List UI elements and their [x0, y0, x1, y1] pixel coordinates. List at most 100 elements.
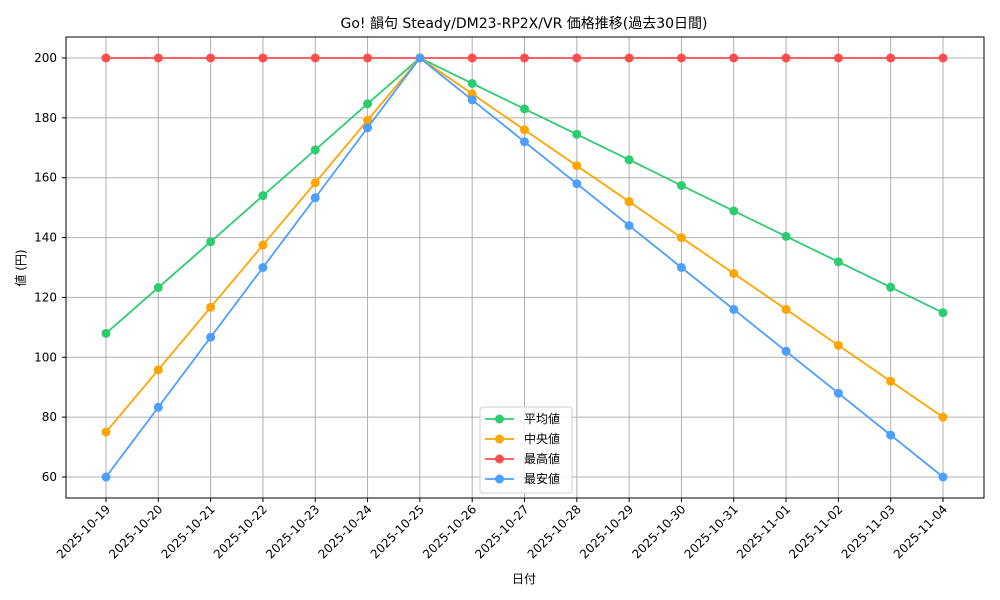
- x-tick-label: 2025-10-29: [577, 502, 636, 561]
- data-point: [886, 376, 896, 386]
- data-point: [101, 427, 111, 437]
- legend-item: 最安値: [485, 471, 560, 486]
- chart-title: Go! 韻句 Steady/DM23-RP2X/VR 価格推移(過去30日間): [341, 16, 708, 32]
- data-point: [624, 197, 634, 207]
- data-point: [938, 472, 948, 482]
- data-point: [572, 161, 582, 171]
- data-point: [886, 430, 896, 440]
- legend-label: 平均値: [524, 411, 560, 426]
- data-point: [938, 412, 948, 422]
- y-tick-label: 160: [34, 171, 57, 185]
- series-line: [101, 53, 948, 338]
- data-point: [886, 53, 896, 63]
- data-point: [833, 388, 843, 398]
- data-point: [310, 53, 320, 63]
- data-point: [520, 125, 529, 135]
- y-tick-label: 60: [42, 470, 57, 484]
- legend-label: 最安値: [524, 471, 560, 486]
- data-point: [729, 53, 739, 63]
- x-tick-label: 2025-11-02: [786, 502, 845, 561]
- y-tick-label: 180: [34, 111, 57, 125]
- data-point: [833, 340, 843, 350]
- x-tick-label: 2025-10-24: [315, 502, 374, 561]
- data-point: [310, 178, 320, 188]
- data-point: [729, 206, 739, 216]
- data-point: [572, 129, 582, 139]
- legend-item: 中央値: [485, 431, 560, 446]
- y-tick-label: 100: [34, 350, 57, 364]
- series-lines: [101, 53, 948, 482]
- data-point: [938, 308, 948, 318]
- x-tick-label: 2025-10-31: [682, 502, 741, 561]
- data-point: [153, 283, 163, 293]
- data-point: [676, 233, 686, 243]
- data-point: [520, 137, 529, 147]
- data-point: [258, 240, 268, 250]
- data-point: [310, 193, 320, 203]
- data-point: [676, 263, 686, 272]
- y-tick-label: 80: [42, 410, 57, 424]
- data-point: [467, 53, 477, 63]
- x-tick-label: 2025-10-20: [106, 502, 165, 561]
- x-tick-label: 2025-10-28: [525, 502, 584, 561]
- data-point: [833, 53, 843, 63]
- legend-item: 平均値: [485, 411, 560, 426]
- data-point: [520, 53, 529, 63]
- data-point: [938, 53, 948, 63]
- x-tick-label: 2025-10-25: [368, 502, 427, 561]
- series-line: [101, 53, 948, 482]
- x-tick-label: 2025-10-19: [54, 502, 113, 561]
- x-tick-label: 2025-10-22: [211, 502, 270, 561]
- data-point: [206, 302, 216, 312]
- data-point: [781, 346, 791, 356]
- data-point: [206, 237, 216, 247]
- data-point: [781, 304, 791, 314]
- legend-item: 最高値: [485, 451, 560, 466]
- data-point: [624, 53, 634, 63]
- legend-label: 最高値: [524, 451, 560, 466]
- data-point: [729, 304, 739, 314]
- x-tick-label: 2025-11-03: [839, 502, 898, 561]
- y-axis-label: 値 (円): [13, 249, 28, 286]
- data-point: [363, 115, 373, 125]
- data-point: [258, 191, 268, 201]
- data-point: [153, 365, 163, 375]
- data-point: [363, 99, 373, 109]
- x-tick-label: 2025-10-26: [420, 502, 479, 561]
- data-point: [153, 402, 163, 412]
- data-point: [310, 145, 320, 155]
- data-point: [624, 155, 634, 165]
- data-point: [258, 263, 268, 272]
- data-point: [624, 221, 634, 231]
- data-point: [729, 268, 739, 278]
- x-tick-label: 2025-10-30: [629, 502, 688, 561]
- data-point: [886, 282, 896, 292]
- series-line: [101, 53, 948, 63]
- x-tick-label: 2025-10-21: [159, 502, 218, 561]
- x-tick-label: 2025-11-04: [891, 502, 950, 561]
- x-axis-ticks: 2025-10-192025-10-202025-10-212025-10-22…: [54, 498, 950, 561]
- data-point: [206, 53, 216, 63]
- data-point: [572, 179, 582, 189]
- data-point: [101, 328, 111, 338]
- data-point: [363, 123, 373, 133]
- data-point: [415, 53, 425, 63]
- data-point: [467, 95, 477, 105]
- y-tick-label: 120: [34, 290, 57, 304]
- data-point: [258, 53, 268, 63]
- x-tick-label: 2025-10-27: [472, 502, 531, 561]
- data-point: [153, 53, 163, 63]
- y-axis-ticks: 60 80 100 120 140 160 180 200: [34, 51, 66, 484]
- data-point: [467, 78, 477, 88]
- data-point: [781, 231, 791, 241]
- data-point: [206, 332, 216, 342]
- data-point: [676, 180, 686, 190]
- data-point: [363, 53, 373, 63]
- grid-lines: [66, 37, 984, 498]
- legend-label: 中央値: [524, 431, 560, 446]
- data-point: [781, 53, 791, 63]
- x-tick-label: 2025-11-01: [734, 502, 793, 561]
- y-tick-label: 140: [34, 231, 57, 245]
